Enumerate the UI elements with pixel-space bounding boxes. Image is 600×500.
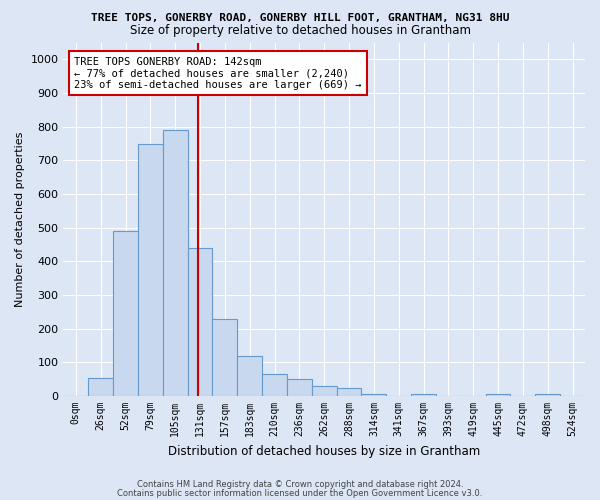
Bar (361, 394, 386, 396)
Bar (113, 231, 138, 396)
Text: TREE TOPS GONERBY ROAD: 142sqm
← 77% of detached houses are smaller (2,240)
23% : TREE TOPS GONERBY ROAD: 142sqm ← 77% of … (74, 56, 361, 90)
Bar (411, 394, 436, 396)
Text: Contains public sector information licensed under the Open Government Licence v3: Contains public sector information licen… (118, 489, 482, 498)
Bar (262, 374, 287, 396)
Bar (88, 378, 113, 396)
Bar (237, 356, 262, 396)
Bar (138, 144, 163, 396)
Bar (212, 318, 237, 396)
Bar (485, 394, 511, 396)
Bar (312, 386, 337, 396)
Text: Size of property relative to detached houses in Grantham: Size of property relative to detached ho… (130, 24, 470, 37)
Bar (163, 130, 188, 396)
Y-axis label: Number of detached properties: Number of detached properties (15, 132, 25, 307)
Bar (287, 379, 312, 396)
Bar (535, 394, 560, 396)
Bar (188, 248, 212, 396)
X-axis label: Distribution of detached houses by size in Grantham: Distribution of detached houses by size … (168, 444, 481, 458)
Bar (337, 388, 361, 396)
Text: Contains HM Land Registry data © Crown copyright and database right 2024.: Contains HM Land Registry data © Crown c… (137, 480, 463, 489)
Text: TREE TOPS, GONERBY ROAD, GONERBY HILL FOOT, GRANTHAM, NG31 8HU: TREE TOPS, GONERBY ROAD, GONERBY HILL FO… (91, 12, 509, 22)
